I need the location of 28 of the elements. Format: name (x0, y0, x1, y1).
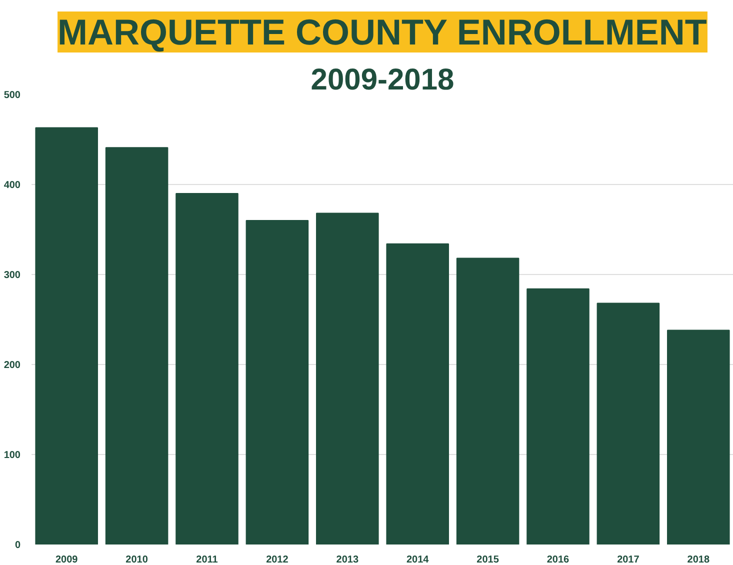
bar (35, 127, 98, 544)
y-tick-label: 500 (4, 90, 21, 101)
y-tick-label: 200 (4, 360, 21, 371)
x-tick-label: 2016 (546, 554, 570, 565)
bar (596, 302, 660, 544)
x-tick-label: 2011 (196, 554, 218, 565)
bar (526, 288, 590, 544)
x-tick-label: 2012 (266, 554, 289, 565)
x-tick-label: 2010 (126, 554, 148, 565)
y-tick-label: 300 (4, 270, 21, 281)
x-tick-label: 2015 (476, 554, 500, 565)
x-tick-label: 2018 (687, 554, 710, 565)
bar (246, 220, 309, 544)
bar (456, 258, 520, 544)
bar (386, 243, 449, 544)
x-tick-label: 2013 (336, 554, 359, 565)
y-tick-label: 100 (4, 450, 21, 461)
x-tick-label: 2014 (406, 554, 430, 565)
bar (316, 212, 379, 544)
chart-subtitle: 2009-2018 (310, 64, 454, 96)
y-tick-label: 400 (4, 180, 21, 191)
chart-title: MARQUETTE COUNTY ENROLLMENT (58, 12, 707, 52)
x-tick-label: 2009 (55, 554, 78, 565)
x-tick-label: 2017 (617, 554, 640, 565)
bar (176, 193, 238, 544)
bar (105, 147, 168, 544)
y-tick-label: 0 (14, 540, 21, 551)
bar (667, 330, 730, 544)
